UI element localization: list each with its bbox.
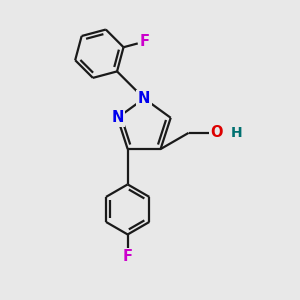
Text: N: N	[111, 110, 124, 125]
Text: H: H	[230, 126, 242, 140]
Text: F: F	[123, 249, 133, 264]
Text: O: O	[210, 125, 223, 140]
Text: F: F	[140, 34, 150, 49]
Text: N: N	[138, 91, 150, 106]
